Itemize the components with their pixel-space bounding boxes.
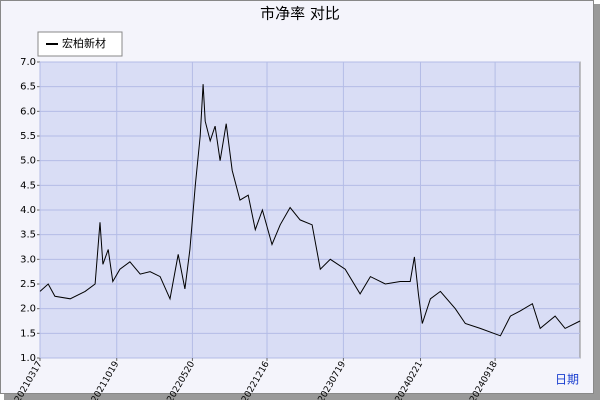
y-tick-label: 4.5 (20, 180, 36, 191)
y-tick-label: 5.0 (20, 156, 36, 167)
x-axis-label: 日期 (555, 373, 579, 387)
shadow (594, 4, 600, 400)
y-tick-label: 2.0 (20, 304, 36, 315)
y-tick-label: 6.0 (20, 106, 36, 117)
y-tick-label: 3.5 (20, 230, 36, 241)
y-tick-label: 4.0 (20, 205, 36, 216)
legend-box (37, 31, 123, 57)
y-tick-label: 2.5 (20, 279, 36, 290)
legend-label: 宏柏新材 (62, 36, 106, 50)
y-tick-label: 1.0 (20, 353, 36, 364)
shadow (4, 394, 600, 400)
chart-title: 市净率 对比 (260, 5, 340, 23)
legend: 宏柏新材 (37, 31, 123, 57)
y-tick-label: 5.5 (20, 131, 36, 142)
data-line (39, 84, 581, 337)
y-tick-label: 3.0 (20, 254, 36, 265)
y-tick-label: 1.5 (20, 328, 36, 339)
y-tick-label: 6.5 (20, 82, 36, 93)
y-tick-label: 7.0 (20, 57, 36, 68)
